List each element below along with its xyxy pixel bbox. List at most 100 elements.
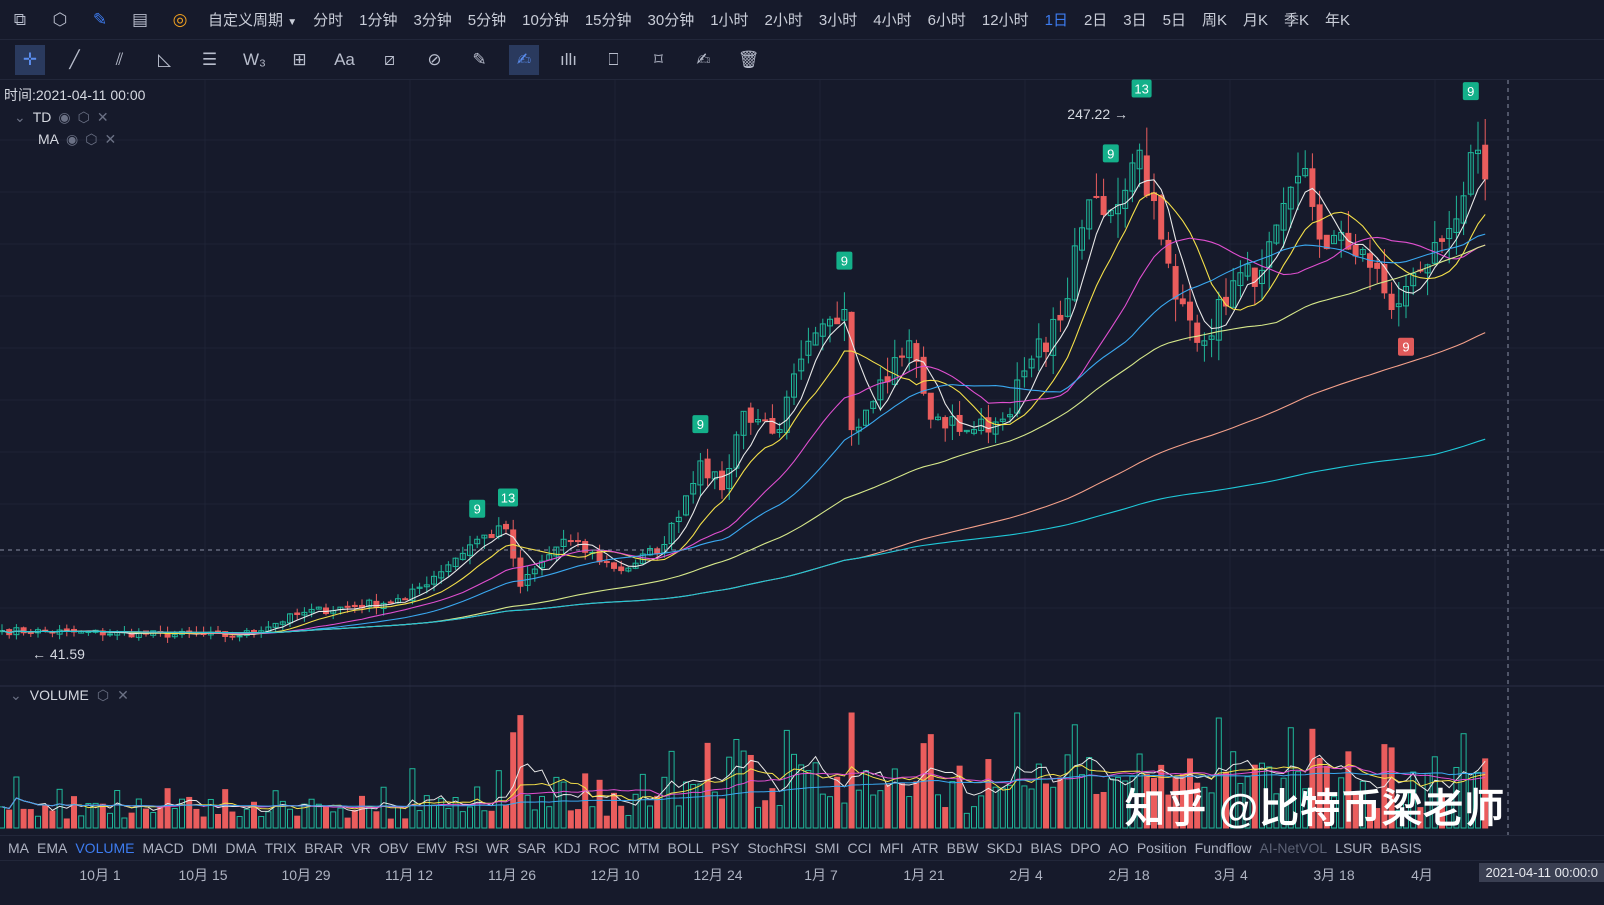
text-icon[interactable]: Aa [334, 49, 355, 69]
indicator-tab-bbw[interactable]: BBW [946, 839, 979, 856]
calendar-icon[interactable]: ▤ [131, 9, 149, 29]
parallel-icon[interactable]: ⫽ [115, 49, 124, 69]
eye-icon[interactable]: ◉ [58, 109, 71, 125]
indicator-tab-dma[interactable]: DMA [225, 839, 257, 856]
indicator-tab-kdj[interactable]: KDJ [554, 839, 581, 856]
period-11[interactable]: 6小时 [927, 12, 966, 29]
indicator-tab-atr[interactable]: ATR [911, 839, 939, 856]
collapse-icon[interactable]: ⌄ [14, 109, 26, 125]
settings-hex-icon[interactable]: ⬡ [52, 9, 68, 29]
period-5[interactable]: 15分钟 [584, 12, 632, 29]
indicator-tab-bias[interactable]: BIAS [1030, 839, 1063, 856]
price-chart[interactable]: 9 13 9 9 9 13 9 9 247.22 → ← 41.59 [0, 0, 1604, 835]
period-2[interactable]: 3分钟 [413, 12, 452, 29]
indicator-tab-wr[interactable]: WR [486, 839, 510, 856]
indicator-tab-basis[interactable]: BASIS [1380, 839, 1422, 856]
box-icon[interactable]: ⊞ [292, 49, 307, 69]
indicator-tab-mfi[interactable]: MFI [879, 839, 904, 856]
indicator-tab-emv[interactable]: EMV [416, 839, 447, 856]
wave-icon[interactable]: W₃ [243, 49, 266, 69]
period-1[interactable]: 1分钟 [359, 12, 398, 29]
indicator-tab-roc[interactable]: ROC [588, 839, 620, 856]
indicator-tab-volume[interactable]: VOLUME [75, 839, 135, 856]
crosshair-icon[interactable]: ✛ [15, 44, 45, 75]
indicator-tab-psy[interactable]: PSY [711, 839, 740, 856]
period-18[interactable]: 月K [1243, 12, 1269, 29]
close-icon[interactable]: ✕ [117, 687, 129, 703]
indicator-tab-dmi[interactable]: DMI [191, 839, 218, 856]
period-4[interactable]: 10分钟 [522, 12, 569, 29]
period-6[interactable]: 30分钟 [647, 12, 695, 29]
close-icon[interactable]: ✕ [96, 109, 109, 125]
indicator-tab-lsur[interactable]: LSUR [1335, 839, 1373, 856]
indicator-tab-mtm[interactable]: MTM [627, 839, 660, 856]
period-16[interactable]: 5日 [1162, 12, 1186, 29]
bookmark-icon[interactable]: ⌑ [654, 49, 663, 69]
indicator-tab-boll[interactable]: BOLL [667, 839, 704, 856]
ruler-icon[interactable]: ⧄ [384, 49, 395, 69]
triangle-icon[interactable]: ◺ [157, 49, 172, 69]
candle-body [1302, 168, 1309, 177]
volume-bar [1143, 774, 1150, 829]
indicator-tab-ao[interactable]: AO [1108, 839, 1129, 856]
indicator-tab-stochrsi[interactable]: StochRSI [747, 839, 807, 856]
settings-icon[interactable]: ⬡ [77, 109, 90, 125]
volume-bar [186, 796, 193, 829]
indicator-tab-skdj[interactable]: SKDJ [986, 839, 1023, 856]
period-20[interactable]: 年K [1325, 12, 1351, 29]
candle-body [63, 628, 70, 631]
period-9[interactable]: 3小时 [818, 12, 858, 29]
indicator-tab-vr[interactable]: VR [351, 839, 371, 856]
indicator-tab-rsi[interactable]: RSI [454, 839, 479, 856]
pen-icon[interactable]: ✎ [92, 9, 108, 29]
magnet-icon[interactable]: ⊘ [427, 49, 442, 69]
gauge-icon[interactable]: ◎ [172, 9, 188, 29]
period-15[interactable]: 3日 [1123, 12, 1147, 29]
indicator-tab-cci[interactable]: CCI [847, 839, 872, 856]
chart-icon[interactable]: ⧉ [13, 9, 27, 29]
indicator-tab-ema[interactable]: EMA [37, 839, 68, 856]
indicator-tab-trix[interactable]: TRIX [264, 839, 297, 856]
volume-bar [265, 811, 272, 829]
eye-icon[interactable]: ◉ [66, 131, 79, 147]
horizontal-lines-icon[interactable]: ☰ [201, 49, 218, 69]
volume-bar [776, 805, 783, 829]
settings-icon[interactable]: ⬡ [96, 687, 110, 703]
volume-bar [6, 809, 13, 829]
period-0[interactable]: 分时 [313, 12, 344, 29]
period-17[interactable]: 周K [1201, 12, 1227, 29]
close-icon[interactable]: ✕ [104, 131, 117, 147]
period-7[interactable]: 1小时 [710, 12, 749, 29]
note-icon[interactable]: ✍ [696, 49, 711, 69]
indicator-tab-fundflow[interactable]: Fundflow [1194, 839, 1252, 856]
indicator-tab-ai-netvol[interactable]: AI-NetVOL [1259, 839, 1328, 856]
indicator-tab-macd[interactable]: MACD [142, 839, 184, 856]
indicator-tab-obv[interactable]: OBV [378, 839, 409, 856]
volume-bar [344, 817, 351, 829]
indicator-tab-dpo[interactable]: DPO [1070, 839, 1101, 856]
period-8[interactable]: 2小时 [764, 12, 803, 29]
custom-period-dropdown[interactable]: 自定义周期 ▼ [200, 9, 305, 30]
period-14[interactable]: 2日 [1083, 12, 1108, 29]
candle-compare-icon[interactable]: ıllı [560, 49, 577, 69]
volume-bar [445, 807, 452, 829]
indicator-tab-smi[interactable]: SMI [814, 839, 840, 856]
x-tick: 10月 29 [281, 867, 331, 883]
indicator-tab-brar[interactable]: BRAR [304, 839, 344, 856]
indicator-tab-ma[interactable]: MA [8, 839, 29, 856]
collapse-icon[interactable]: ⌄ [10, 687, 22, 703]
period-19[interactable]: 季K [1284, 12, 1310, 29]
trash-icon[interactable]: 🗑 [737, 49, 760, 69]
line-icon[interactable]: ╱ [69, 49, 80, 69]
brush-icon[interactable]: ✍ [509, 44, 539, 75]
period-12[interactable]: 12小时 [981, 12, 1029, 29]
settings-icon[interactable]: ⬡ [85, 131, 98, 147]
period-13[interactable]: 1日 [1044, 12, 1068, 29]
indicator-tab-position[interactable]: Position [1136, 839, 1187, 856]
period-3[interactable]: 5分钟 [467, 12, 507, 29]
candle-body [971, 429, 977, 434]
period-10[interactable]: 4小时 [873, 12, 912, 29]
lock-icon[interactable]: ⎕ [608, 49, 619, 69]
measure-icon[interactable]: ✎ [472, 49, 487, 69]
indicator-tab-sar[interactable]: SAR [517, 839, 547, 856]
